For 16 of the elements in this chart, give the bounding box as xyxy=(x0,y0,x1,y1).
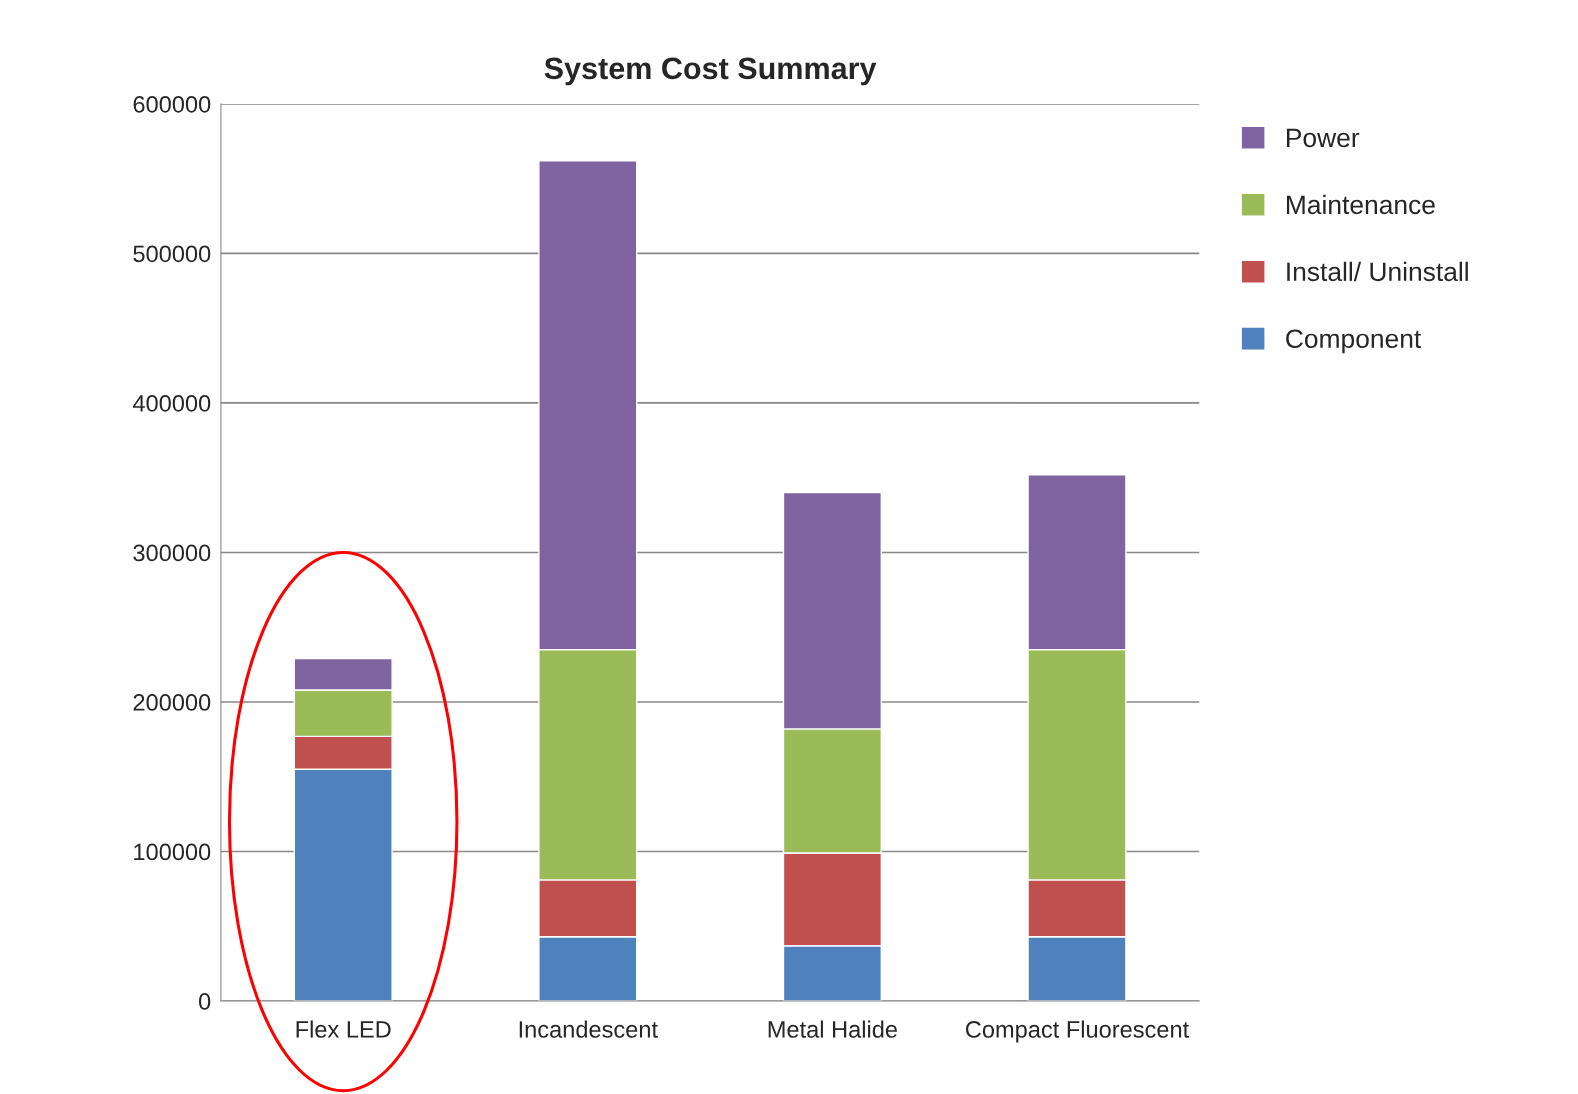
y-tick-label: 0 xyxy=(198,993,211,1010)
legend-label: Install/ Uninstall xyxy=(1287,261,1468,282)
y-tick-label: 300000 xyxy=(133,544,211,562)
y-tick-label: 600000 xyxy=(133,96,211,113)
legend-label: Power xyxy=(1286,128,1360,148)
y-tick-label: 500000 xyxy=(133,245,211,263)
x-tick-label: Metal Halide xyxy=(768,1020,897,1038)
y-tick-label: 100000 xyxy=(134,843,211,861)
x-tick-label: Compact Fluorescent xyxy=(965,1020,1190,1043)
chart-title: System Cost Summary xyxy=(544,57,877,86)
y-tick-label: 400000 xyxy=(132,395,211,412)
legend-label: Component xyxy=(1286,329,1422,354)
x-tick-label: Flex LED xyxy=(296,1020,391,1038)
x-tick-label: Incandescent xyxy=(519,1020,658,1038)
legend-label: Maintenance xyxy=(1286,194,1435,215)
y-tick-label: 200000 xyxy=(133,694,211,711)
